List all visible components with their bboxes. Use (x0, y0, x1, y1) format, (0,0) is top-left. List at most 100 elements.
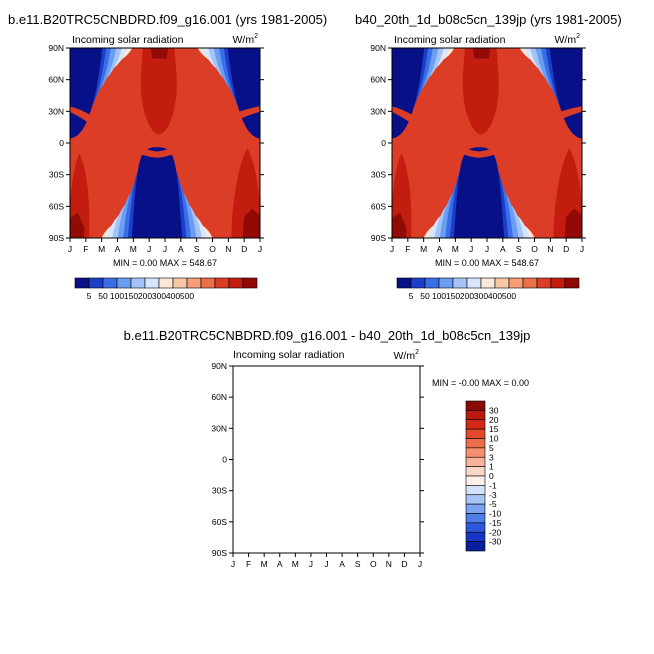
panel-a-field (70, 48, 260, 238)
panel-c-colorbar-label: -5 (489, 499, 497, 509)
panel-b-summer-south-peak-left (392, 212, 407, 238)
panel-c-colorbar-label: 20 (489, 415, 499, 425)
panel-c-units: W/m2 (394, 349, 420, 362)
panel-a-colorbar-box (228, 277, 244, 289)
panel-a: b.e11.B20TRC5CNBDRD.f09_g16.001 (yrs 198… (8, 12, 327, 301)
panel-b-stats: MIN = 0.00 MAX = 548.67 (435, 258, 539, 268)
panel-a-south-lobe (131, 147, 183, 238)
panel-a-colorbar-label: 400 (166, 291, 180, 301)
panel-c: b.e11.B20TRC5CNBDRD.f09_g16.001 - b40_20… (124, 328, 531, 569)
panel-c-x-tick-label: M (261, 559, 268, 569)
panel-b-y-tick-label: 0 (381, 138, 386, 148)
panel-c-colorbar-label: -10 (489, 509, 502, 519)
panel-b-x-tick-label: J (390, 244, 394, 254)
panel-c-colorbar-box (465, 419, 486, 430)
panel-c-colorbar-box (465, 541, 486, 552)
panel-b-x-tick-label: A (437, 244, 443, 254)
panel-a-x-tick-label: O (209, 244, 216, 254)
panel-c-y-tick-label: 30S (212, 486, 227, 496)
panel-b-x-tick-label: D (563, 244, 569, 254)
panel-c-x-tick-label: A (277, 559, 283, 569)
panel-c-x-tick-label: D (401, 559, 407, 569)
panel-a-colorbar-box (158, 277, 174, 289)
panel-c-colorbar-box (465, 410, 486, 421)
panel-a-contours (70, 48, 260, 238)
panel-a-colorbar-box (144, 277, 160, 289)
panel-a-x-tick-label: A (178, 244, 184, 254)
panel-a-colorbar-box (172, 277, 188, 289)
panel-b-colorbar-box (494, 277, 510, 289)
panel-a-colorbar-box (116, 277, 132, 289)
panel-b-colorbar-label: 150 (446, 291, 460, 301)
panel-c-y-tick-label: 30N (211, 423, 227, 433)
panel-b-field (392, 48, 582, 238)
panel-a-summer-north-peak (150, 48, 169, 59)
panel-c-colorbar-label: 3 (489, 452, 494, 462)
panel-c-x-tick-label: N (386, 559, 392, 569)
panel-a-y-tick-label: 30S (49, 170, 64, 180)
panel-b-units: W/m2 (555, 33, 581, 46)
panel-b-colorbar-label: 50 (420, 291, 430, 301)
panel-b-x-tick-label: S (516, 244, 522, 254)
panel-a-summer-south-peak-left (70, 212, 85, 238)
panel-c-colorbar-box (465, 513, 486, 524)
panel-a-equatorial-band (70, 106, 260, 158)
panel-a-colorbar-box (200, 277, 216, 289)
panel-b-colorbar-box (410, 277, 426, 289)
panel-b-colorbar-box (480, 277, 496, 289)
panel-c-x-tick-label: J (231, 559, 235, 569)
panel-a-y-tick-label: 60N (48, 75, 64, 85)
panel-c-colorbar-box (465, 456, 486, 467)
panel-c-x-tick-label: M (292, 559, 299, 569)
panel-c-colorbar-label: -3 (489, 490, 497, 500)
panel-b-title: b40_20th_1d_b08c5cn_139jp (yrs 1981-2005… (355, 12, 622, 27)
panel-b-colorbar-label: 400 (488, 291, 502, 301)
panel-a-colorbar-box (130, 277, 146, 289)
panel-a-subtitle: Incoming solar radiation (72, 34, 184, 46)
panel-c-colorbar-label: -20 (489, 527, 502, 537)
panel-a-x-tick-label: M (130, 244, 137, 254)
panel-a-colorbar-label: 5 (87, 291, 92, 301)
panel-c-y-tick-label: 60S (212, 517, 227, 527)
panel-b-y-tick-label: 60N (370, 75, 386, 85)
panel-a-y-tick-label: 60S (49, 201, 64, 211)
panel-c-y-tick-label: 90S (212, 548, 227, 558)
panel-a-y-tick-label: 90S (49, 233, 64, 243)
panel-c-x-tick-label: J (324, 559, 328, 569)
panel-a-units: W/m2 (233, 33, 259, 46)
panel-c-colorbar-box (465, 531, 486, 542)
panel-a-colorbar-label: 300 (152, 291, 166, 301)
panel-a-x-tick-label: J (147, 244, 151, 254)
panel-b-summer-south-peak-right (564, 208, 582, 238)
panel-c-x-tick-label: O (370, 559, 377, 569)
panel-c-colorbar-box (465, 466, 486, 477)
panel-c-colorbar-label: 0 (489, 471, 494, 481)
panel-b-x-tick-label: M (452, 244, 459, 254)
panel-a-colorbar-label: 100 (110, 291, 124, 301)
panel-c-colorbar-label: -15 (489, 518, 502, 528)
panel-a-colorbar-label: 200 (138, 291, 152, 301)
panel-b-x-tick-label: J (485, 244, 489, 254)
panel-a-x-tick-label: S (194, 244, 200, 254)
panel-c-x-tick-label: J (309, 559, 313, 569)
panel-c-stats: MIN = -0.00 MAX = 0.00 (432, 378, 529, 388)
panel-c-x-tick-label: S (355, 559, 361, 569)
panel-c-title: b.e11.B20TRC5CNBDRD.f09_g16.001 - b40_20… (124, 328, 531, 343)
panel-a-x-tick-label: M (98, 244, 105, 254)
panel-c-x-tick-label: F (246, 559, 251, 569)
panel-b-colorbar-box (550, 277, 566, 289)
panel-b-x-tick-label: A (500, 244, 506, 254)
panel-b-colorbar-box (452, 277, 468, 289)
panel-c-colorbar-box (465, 494, 486, 505)
panel-c-y-tick-label: 0 (222, 455, 227, 465)
panel-c-colorbar-label: 5 (489, 443, 494, 453)
panel-c-colorbar-box (465, 503, 486, 514)
panel-a-x-tick-label: J (163, 244, 167, 254)
panel-a-y-tick-label: 30N (48, 106, 64, 116)
panel-a-x-tick-label: J (68, 244, 72, 254)
